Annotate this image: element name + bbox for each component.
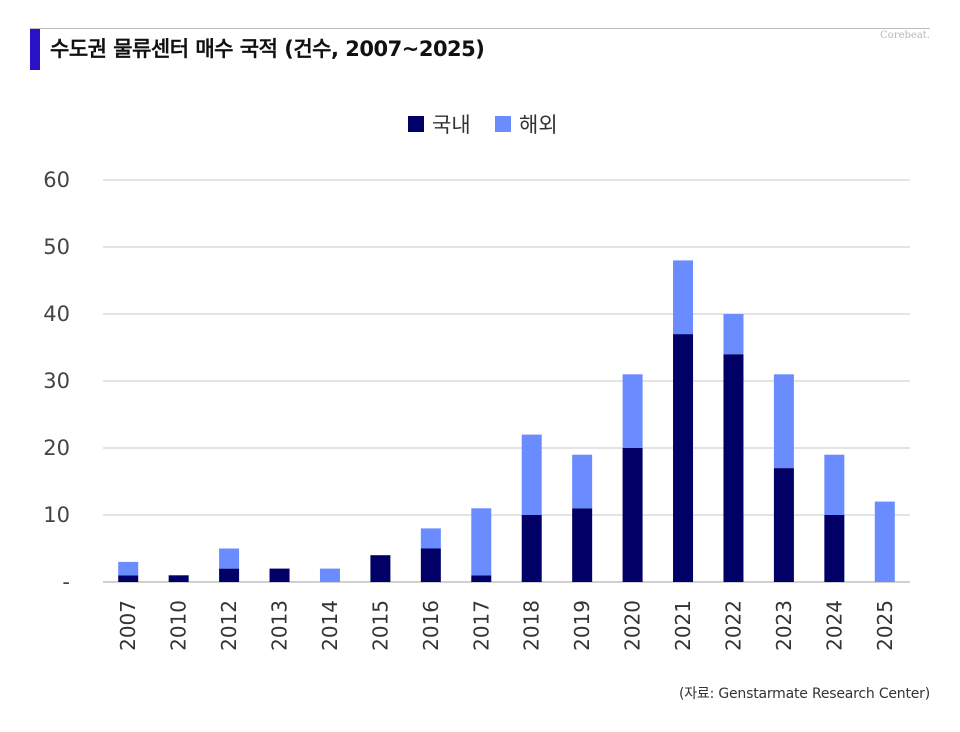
- bar-foreign-2014: [319, 568, 340, 582]
- chart-title: 수도권 물류센터 매수 국적 (건수, 2007~2025): [50, 37, 485, 61]
- x-tick-label: 2016: [419, 600, 443, 651]
- x-axis: 2007 2010 2012 2013 2014 2015 2016 2017 2018 2019…: [116, 600, 897, 651]
- x-tick-label: 2024: [822, 600, 846, 651]
- bar-foreign-2023: [773, 374, 794, 469]
- y-tick-label: 10: [43, 503, 70, 527]
- legend-swatch-domestic: [408, 116, 424, 132]
- x-tick-label: 2010: [167, 600, 191, 651]
- y-tick-label: 50: [43, 235, 70, 259]
- x-tick-label: 2020: [621, 600, 645, 651]
- legend-label-foreign: 해외: [519, 113, 558, 137]
- bar-domestic-2019: [572, 508, 593, 582]
- bar-domestic-2010: [168, 575, 189, 582]
- legend-swatch-foreign: [495, 116, 511, 132]
- x-tick-label: 2014: [318, 600, 342, 651]
- x-tick-label: 2007: [116, 600, 140, 651]
- x-tick-label: 2017: [469, 600, 493, 651]
- bar-foreign-2019: [572, 454, 593, 509]
- bar-domestic-2015: [370, 555, 391, 582]
- title-accent-bar: [30, 29, 40, 70]
- x-tick-label: 2012: [217, 600, 241, 651]
- y-tick-label: 40: [43, 302, 70, 326]
- bar-foreign-2007: [118, 561, 139, 576]
- y-tick-label: 60: [43, 168, 70, 192]
- y-axis: - 10 20 30 40 50 60: [43, 168, 70, 594]
- bar-foreign-2022: [723, 314, 744, 355]
- bar-domestic-2020: [622, 448, 643, 582]
- source-note: (자료: Genstarmate Research Center): [678, 686, 930, 702]
- bar-domestic-2018: [521, 515, 542, 582]
- bar-domestic-2024: [824, 515, 845, 582]
- y-tick-label: 20: [43, 436, 70, 460]
- bar-foreign-2021: [673, 260, 694, 335]
- bar-domestic-2021: [673, 334, 694, 582]
- x-tick-label: 2018: [520, 600, 544, 651]
- bar-foreign-2024: [824, 454, 845, 515]
- bar-domestic-2016: [420, 548, 441, 582]
- x-tick-label: 2019: [570, 600, 594, 651]
- brand-watermark: Corebeat.: [880, 30, 930, 41]
- y-tick-label: -: [62, 570, 70, 594]
- bar-foreign-2020: [622, 374, 643, 448]
- bars: [118, 260, 895, 582]
- title-top-rule: [30, 28, 930, 29]
- bar-domestic-2013: [269, 568, 290, 582]
- x-tick-label: 2013: [268, 600, 292, 651]
- bar-domestic-2023: [773, 468, 794, 582]
- x-tick-label: 2015: [368, 600, 392, 651]
- bar-domestic-2017: [471, 575, 492, 582]
- x-tick-label: 2022: [721, 600, 745, 651]
- bar-domestic-2007: [118, 575, 139, 582]
- x-tick-label: 2023: [772, 600, 796, 651]
- bar-foreign-2025: [874, 501, 895, 582]
- bar-foreign-2018: [521, 434, 542, 515]
- bar-foreign-2012: [219, 548, 240, 569]
- bar-domestic-2012: [219, 568, 240, 582]
- bar-domestic-2022: [723, 354, 744, 582]
- x-tick-label: 2021: [671, 600, 695, 651]
- legend-label-domestic: 국내: [432, 113, 471, 137]
- bar-foreign-2017: [471, 508, 492, 576]
- x-tick-label: 2025: [873, 600, 897, 651]
- y-tick-label: 30: [43, 369, 70, 393]
- bar-foreign-2016: [420, 528, 441, 549]
- legend: 국내 해외: [408, 113, 558, 137]
